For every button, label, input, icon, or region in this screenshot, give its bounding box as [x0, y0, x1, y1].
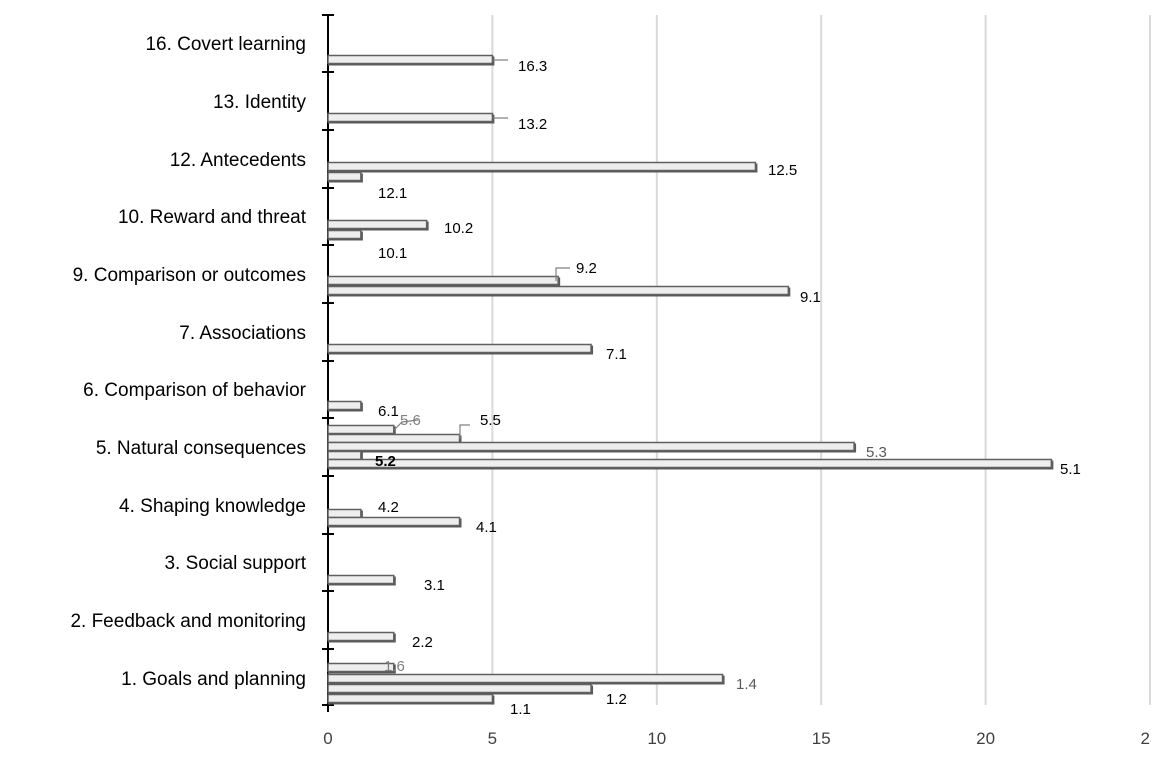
data-label: 4.2 [378, 499, 399, 516]
data-label: 6.1 [378, 403, 399, 420]
category-label: 12. Antecedents [170, 150, 306, 171]
bar [327, 693, 494, 704]
bar [327, 54, 494, 65]
bar-group [327, 275, 561, 287]
bar-group [327, 458, 1054, 470]
x-tick-label: 20 [976, 729, 995, 748]
data-label: 4.1 [476, 519, 497, 536]
bar-group [327, 662, 396, 674]
bar-group [327, 112, 495, 124]
bar-group [327, 631, 396, 643]
data-label: 2.2 [412, 634, 433, 651]
bar-group [327, 219, 429, 231]
x-tick-label: 5 [488, 729, 497, 748]
category-labels: 16. Covert learning 13. Identity 12. Antec… [70, 34, 306, 690]
category-label: 5. Natural consequences [96, 438, 306, 459]
bar-group [327, 516, 462, 528]
category-label: 2. Feedback and monitoring [70, 611, 306, 632]
x-tick-label: 10 [647, 729, 666, 748]
bar-group [327, 693, 495, 705]
category-label: 10. Reward and threat [118, 207, 307, 228]
bar [327, 516, 461, 527]
bar-group [327, 54, 495, 66]
bar [327, 433, 461, 444]
bar-group [327, 683, 594, 695]
x-tick-label: 0 [323, 729, 332, 748]
data-label: 1.6 [384, 658, 405, 675]
category-label: 6. Comparison of behavior [83, 380, 307, 401]
bar-group [327, 400, 363, 412]
data-label: 10.2 [444, 220, 473, 237]
bar [327, 219, 428, 230]
bars [327, 54, 1054, 705]
bar [327, 631, 395, 642]
category-label: 1. Goals and planning [121, 669, 306, 690]
data-label: 1.1 [510, 701, 531, 718]
bar [327, 508, 362, 519]
data-label: 5.5 [480, 412, 501, 429]
bar [327, 441, 855, 452]
bar [327, 662, 395, 673]
data-label: 3.1 [424, 577, 445, 594]
bar [327, 458, 1053, 469]
category-label: 16. Covert learning [145, 34, 306, 55]
bar-group [327, 574, 396, 586]
bar [327, 275, 559, 286]
data-label: 5.3 [866, 444, 887, 461]
category-label: 9. Comparison or outcomes [73, 265, 306, 286]
data-label: 9.1 [800, 289, 821, 306]
bar-group [327, 171, 363, 183]
data-labels: 16.313.212.512.110.210.19.29.17.16.15.6 5… [375, 58, 1081, 718]
bar-group [327, 285, 791, 297]
data-label: 9.2 [576, 260, 597, 277]
bar [327, 574, 395, 585]
bar [327, 161, 757, 172]
category-label: 3. Social support [164, 553, 306, 574]
bar [327, 400, 362, 411]
y-axis [322, 14, 334, 712]
leader-line [459, 424, 470, 439]
x-tick-label: 25 [1141, 729, 1151, 748]
bar [327, 683, 592, 694]
data-label: 7.1 [606, 346, 627, 363]
data-label: 5.1 [1060, 461, 1081, 478]
x-axis-ticks: 0 5 10 15 20 25 [323, 729, 1151, 748]
bar-group [327, 161, 758, 173]
category-label: 4. Shaping knowledge [119, 496, 306, 517]
data-label: 16.3 [518, 58, 547, 75]
leader-line [555, 267, 570, 281]
bar [327, 285, 790, 296]
category-label: 7. Associations [179, 323, 306, 344]
bar [327, 673, 724, 684]
leader-line [393, 419, 419, 431]
bar-group [327, 441, 857, 453]
bar-group [327, 343, 594, 355]
bar [327, 343, 592, 354]
data-label: 1.2 [606, 691, 627, 708]
x-tick-label: 15 [812, 729, 831, 748]
data-label: 5.2 [375, 453, 396, 470]
data-label: 12.1 [378, 185, 407, 202]
data-label: 1.4 [736, 676, 757, 693]
bar-group [327, 229, 363, 241]
bar [327, 171, 362, 182]
data-label: 13.2 [518, 116, 547, 133]
gridlines [491, 15, 1151, 705]
data-label: 12.5 [768, 162, 797, 179]
data-label: 10.1 [378, 245, 407, 262]
bar [327, 229, 362, 240]
bar [327, 450, 362, 461]
category-label: 13. Identity [213, 92, 306, 113]
leader-lines [393, 59, 570, 439]
bar [327, 424, 395, 435]
bar-group [327, 673, 725, 685]
bar [327, 112, 494, 123]
